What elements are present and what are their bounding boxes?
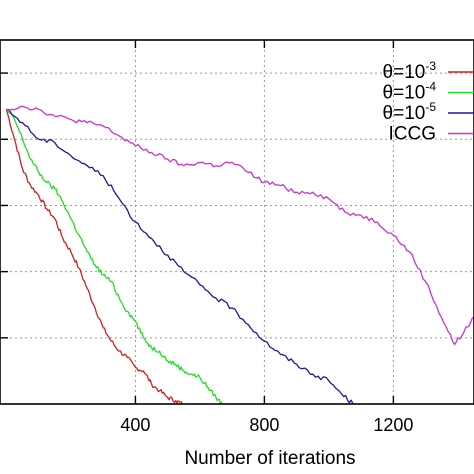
x-tick-label: 400: [120, 415, 150, 435]
x-axis-label: Number of iterations: [184, 448, 355, 469]
legend-label: θ=10-5: [383, 100, 437, 124]
x-tick-label: 1200: [373, 415, 413, 435]
series-group: [5, 105, 474, 404]
legend-label: ICCG: [389, 124, 437, 145]
series-line-3: [6, 105, 474, 346]
x-tick-label: 800: [249, 415, 279, 435]
legend-label: θ=10-4: [383, 80, 437, 104]
series-line-2: [6, 108, 354, 404]
series-line-0: [5, 109, 183, 404]
x-axis-ticks: 400 800 1200: [0, 40, 413, 435]
legend-label: θ=10-3: [383, 59, 437, 83]
plot-frame: [0, 39, 474, 405]
series-line-1: [6, 108, 224, 404]
